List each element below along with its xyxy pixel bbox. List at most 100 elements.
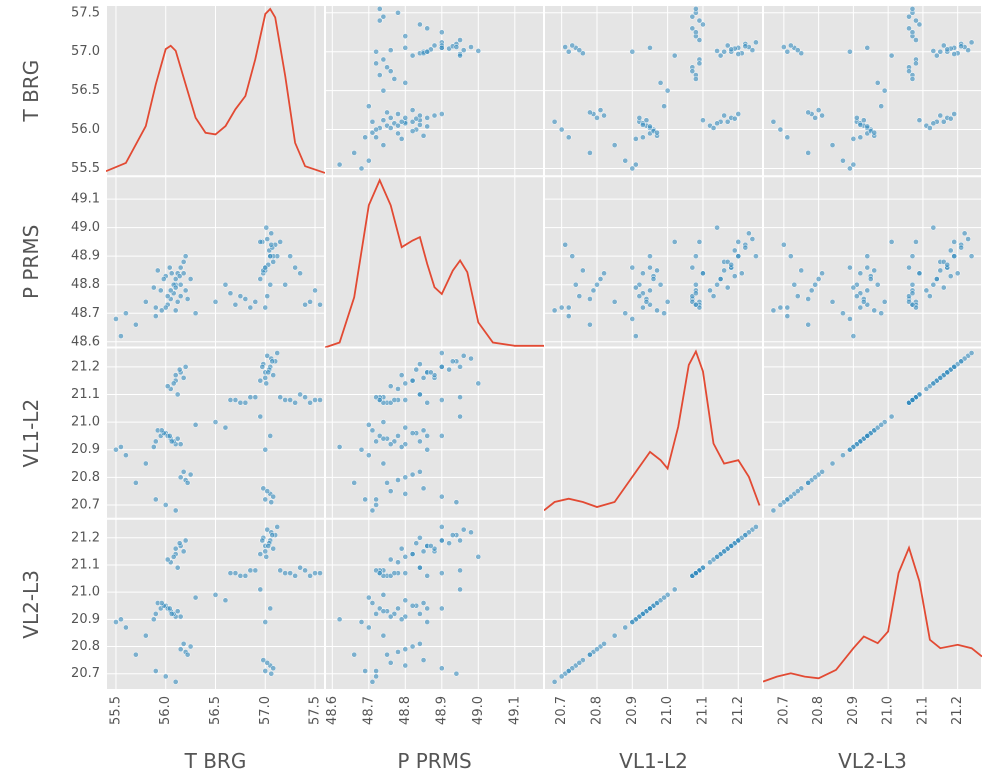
scatter-point — [784, 496, 791, 503]
scatter-point — [118, 616, 124, 623]
scatter-point — [417, 534, 423, 541]
panel — [763, 176, 982, 348]
scatter-point — [387, 383, 394, 390]
kde-line — [544, 349, 761, 512]
scatter-point — [387, 613, 394, 620]
scatter-point — [640, 134, 646, 141]
scatter-point — [417, 391, 423, 398]
scatter-point — [369, 678, 376, 685]
scatter-point — [777, 502, 784, 508]
scatter-point — [257, 413, 264, 420]
scatter-point — [424, 123, 431, 130]
scatter-point — [923, 287, 930, 294]
scatter-point — [664, 87, 671, 94]
scatter-point — [398, 616, 405, 623]
scatter-point — [395, 605, 401, 612]
scatter-point — [395, 386, 401, 392]
scatter-point — [187, 276, 194, 282]
y-tick-label: 20.7 — [71, 497, 100, 512]
x-tick-label: 57.5 — [308, 696, 323, 725]
scatter-point — [647, 264, 653, 271]
scatter-point — [819, 270, 825, 277]
scatter-point — [753, 253, 759, 260]
scatter-point — [257, 551, 264, 557]
scatter-point — [930, 281, 937, 288]
scatter-point — [362, 668, 368, 674]
panel — [544, 347, 763, 519]
scatter-point — [913, 37, 919, 43]
scatter-point — [222, 424, 229, 431]
scatter-point — [177, 441, 184, 448]
scatter-point — [158, 600, 165, 606]
scatter-point — [380, 419, 387, 425]
scatter-point — [242, 399, 249, 406]
scatter-point — [351, 150, 358, 156]
scatter-point — [569, 253, 576, 260]
scatter-point — [707, 287, 713, 294]
scatter-point — [402, 553, 409, 560]
scatter-point — [380, 56, 387, 63]
scatter-point — [881, 298, 888, 305]
scatter-point — [777, 126, 784, 133]
scatter-point — [152, 438, 159, 445]
scatter-point — [871, 307, 878, 314]
scatter-point — [391, 397, 398, 403]
scatter-point — [380, 142, 387, 148]
scatter-point — [395, 477, 401, 483]
x-tick-label: 21.0 — [660, 696, 675, 725]
scatter-point — [742, 43, 749, 50]
scatter-point — [152, 304, 159, 311]
scatter-point — [597, 107, 604, 113]
x-tick-label: 20.9 — [846, 696, 861, 725]
scatter-point — [376, 72, 383, 78]
scatter-point — [629, 316, 636, 322]
scatter-point — [237, 293, 244, 299]
scatter-point — [162, 673, 169, 680]
scatter-point — [643, 117, 650, 124]
scatter-point — [395, 9, 401, 16]
scatter-point — [647, 287, 653, 294]
scatter-point — [177, 474, 184, 481]
scatter-point — [380, 13, 387, 20]
scatter-point — [402, 491, 409, 497]
scatter-point — [647, 605, 653, 612]
scatter-point — [262, 496, 269, 503]
panel-background — [763, 176, 982, 348]
scatter-point — [118, 444, 124, 450]
scatter-point — [237, 399, 244, 406]
scatter-point — [307, 298, 313, 305]
scatter-point — [857, 270, 864, 277]
scatter-point — [947, 115, 954, 122]
scatter-point — [888, 239, 895, 245]
scatter-point — [262, 668, 269, 674]
y-tick-label: 55.5 — [71, 161, 100, 176]
y-tick-label: 56.5 — [71, 83, 100, 98]
scatter-point — [384, 479, 390, 486]
scatter-point — [815, 276, 822, 282]
scatter-point — [270, 545, 277, 552]
scatter-point — [257, 276, 264, 282]
scatter-point — [714, 48, 720, 54]
scatter-point — [576, 293, 583, 299]
scatter-point — [312, 287, 318, 294]
scatter-point — [212, 592, 219, 598]
x-tick-label: 57.0 — [258, 696, 273, 725]
panel — [325, 347, 544, 519]
scatter-point — [647, 44, 653, 51]
scatter-point — [640, 122, 646, 128]
scatter-point — [647, 123, 653, 130]
scatter-point — [398, 444, 405, 450]
scatter-point — [787, 253, 794, 260]
scatter-point — [212, 419, 219, 425]
scatter-point — [312, 570, 318, 576]
scatter-point — [282, 397, 289, 403]
scatter-point — [580, 267, 586, 274]
scatter-point — [594, 281, 600, 288]
scatter-point — [312, 397, 318, 403]
scatter-point — [172, 284, 179, 291]
scatter-point — [242, 572, 249, 579]
kde-line — [763, 545, 982, 683]
scatter-point — [395, 111, 401, 117]
scatter-point — [387, 556, 394, 563]
scatter-point — [376, 6, 383, 12]
